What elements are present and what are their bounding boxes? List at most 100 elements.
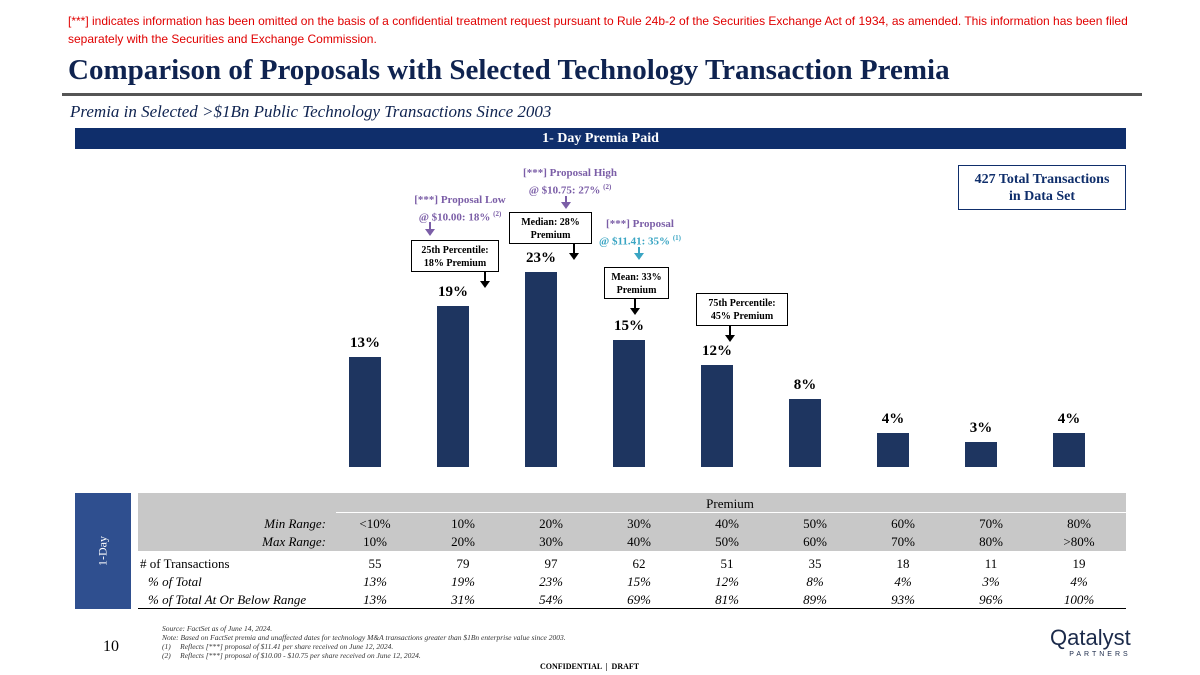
bar-3: [613, 339, 645, 467]
mean-callout: Mean: 33% Premium: [604, 267, 669, 299]
table-cell: 40%: [627, 534, 651, 549]
table-cell: 97: [544, 556, 558, 571]
table-cell: 70%: [891, 534, 915, 549]
title-divider: [62, 93, 1142, 96]
median-line1: Median: 28%: [521, 217, 580, 228]
proposal-high-line2: @ $10.75: 27% (2): [500, 180, 640, 198]
table-cell: 19%: [451, 574, 475, 589]
bar-label: 13%: [350, 334, 380, 351]
table-cell: 10%: [363, 534, 387, 549]
median-arrow-icon: [569, 253, 579, 260]
p75-line2: 45% Premium: [710, 311, 774, 322]
p75-line1: 75th Percentile:: [708, 298, 776, 309]
bar-2: [525, 272, 557, 467]
p75-stem: [729, 326, 731, 336]
bar-label: 4%: [881, 411, 905, 428]
proposal-low-footnote: (2): [493, 210, 502, 218]
total-line1: 427 Total Transactions: [974, 172, 1110, 187]
table-cell: 60%: [803, 534, 827, 549]
confidential-label: CONFIDENTIAL | DRAFT: [540, 662, 640, 671]
table-cell: 10%: [451, 516, 475, 531]
proposal-low-line2: @ $10.00: 18% (2): [395, 207, 525, 225]
median-line2: Premium: [530, 230, 571, 241]
table-cell: 20%: [539, 516, 563, 531]
page-subtitle: Premia in Selected >$1Bn Public Technolo…: [70, 102, 552, 121]
bar-0: [349, 356, 381, 467]
table-cell: 70%: [979, 516, 1003, 531]
bar-label: 23%: [526, 250, 556, 266]
proposal-low-arrow-icon: [429, 222, 431, 230]
table-cell: 60%: [891, 516, 915, 531]
bar-1: [437, 305, 469, 467]
table-cell: 96%: [979, 592, 1003, 607]
proposal-arrowhead-icon: [634, 253, 644, 260]
proposal-low-label: [***] Proposal Low @ $10.00: 18% (2): [395, 193, 525, 225]
mean-line2: Premium: [616, 285, 657, 296]
mean-stem: [634, 299, 636, 309]
bar-6: [877, 433, 909, 467]
table-cell: 12%: [715, 574, 739, 589]
proposal-label: [***] Proposal @ $11.41: 35% (1): [590, 217, 690, 249]
qatalyst-logo: Qatalyst PARTNERS: [1050, 625, 1131, 658]
page-title: Comparison of Proposals with Selected Te…: [68, 54, 950, 86]
table-cell: 4%: [894, 574, 912, 589]
table-cell: 62: [632, 556, 646, 571]
logo-name: Qatalyst: [1050, 625, 1131, 650]
table-bottom-rule: [138, 608, 1126, 609]
proposal-low-line1: [***] Proposal Low: [414, 194, 506, 206]
table-cell: 89%: [803, 592, 827, 607]
bar-label: 15%: [614, 317, 644, 334]
logo-sub: PARTNERS: [1069, 651, 1131, 658]
proposal-line1: [***] Proposal: [606, 218, 674, 230]
table-cell: 51: [720, 556, 734, 571]
footnotes: Source: FactSet as of June 14, 2024. Not…: [162, 624, 566, 660]
max-range-label: Max Range:: [262, 534, 326, 549]
page-number: 10: [103, 638, 119, 655]
row-label-transactions: # of Transactions: [140, 556, 230, 571]
proposal-line2: @ $11.41: 35% (1): [590, 231, 690, 249]
proposal-low-value: @ $10.00: 18%: [418, 211, 491, 224]
footnote-1: (1) Reflects [***] proposal of $11.41 pe…: [162, 642, 394, 651]
p75-callout: 75th Percentile: 45% Premium: [696, 293, 788, 326]
footnote-2: (2) Reflects [***] proposal of $10.00 - …: [162, 651, 421, 660]
table-cell: 81%: [715, 592, 739, 607]
table-cell: 80%: [979, 534, 1003, 549]
p25-line1: 25th Percentile:: [421, 245, 489, 256]
mean-line1: Mean: 33%: [611, 272, 662, 283]
bar-8: [1053, 433, 1085, 467]
mean-arrow-icon: [630, 308, 640, 315]
table-cell: 15%: [627, 574, 651, 589]
proposal-high-arrow-icon: [565, 196, 567, 203]
table-cell: 31%: [451, 592, 475, 607]
bar-label: 12%: [702, 343, 732, 360]
table-cell: 8%: [806, 574, 824, 589]
total-transactions-box: 427 Total Transactions in Data Set: [958, 165, 1126, 210]
bar-5: [789, 399, 821, 467]
table-cell: 18: [896, 556, 910, 571]
bar-7: [965, 441, 997, 467]
table-cell: 11: [984, 556, 998, 571]
proposal-value: @ $11.41: 35%: [599, 235, 671, 248]
table-cell: 3%: [982, 574, 1000, 589]
table-side-label: 1-Day: [75, 493, 131, 609]
table-cell: 54%: [539, 592, 563, 607]
table-cell: 69%: [627, 592, 651, 607]
table-cell: 13%: [363, 574, 387, 589]
proposal-high-value: @ $10.75: 27%: [528, 184, 601, 197]
table-cell: 30%: [539, 534, 563, 549]
median-callout: Median: 28% Premium: [509, 212, 592, 244]
row-label-pct-total: % of Total: [148, 574, 202, 589]
min-range-label: Min Range:: [264, 516, 326, 531]
proposal-footnote: (1): [672, 234, 681, 242]
proposal-high-footnote: (2): [603, 183, 612, 191]
bar-label: 8%: [793, 377, 817, 394]
p25-line2: 18% Premium: [423, 258, 487, 269]
table-cell: 13%: [363, 592, 387, 607]
table-cell: 55: [368, 556, 382, 571]
table-cell: 79: [456, 556, 470, 571]
bar-label: 19%: [438, 283, 468, 300]
table-cell: 19: [1072, 556, 1086, 571]
table-cell: 100%: [1063, 592, 1095, 607]
disclaimer: [***] indicates information has been omi…: [68, 14, 1128, 46]
bar-label: 4%: [1057, 411, 1081, 428]
